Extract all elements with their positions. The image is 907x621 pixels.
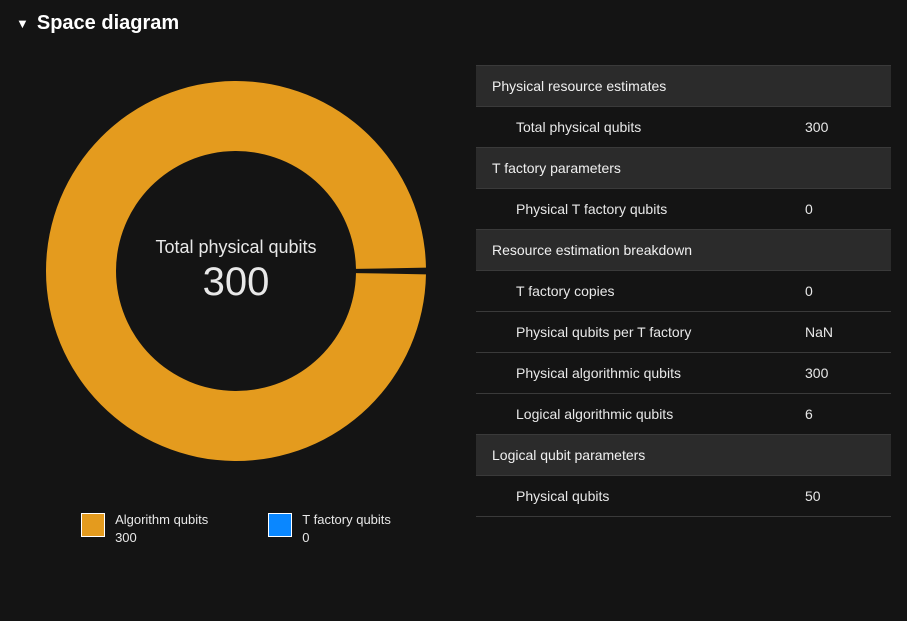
panel-section-header[interactable]: Logical qubit parameters <box>476 435 891 476</box>
collapse-caret-icon: ▼ <box>16 17 29 30</box>
legend-text: Algorithm qubits300 <box>115 511 208 546</box>
panel-row-label: T factory copies <box>516 283 805 299</box>
panel-row: Total physical qubits300 <box>476 107 891 148</box>
panel-section-header[interactable]: Resource estimation breakdown <box>476 230 891 271</box>
panel-row-label: Logical algorithmic qubits <box>516 406 805 422</box>
legend-swatch <box>81 513 105 537</box>
panel-row: Logical algorithmic qubits6 <box>476 394 891 435</box>
legend-value: 300 <box>115 529 208 547</box>
donut-svg <box>36 71 436 471</box>
chart-column: Total physical qubits 300 Algorithm qubi… <box>16 61 456 546</box>
panel-row-label: Physical T factory qubits <box>516 201 805 217</box>
panel-row-label: Physical algorithmic qubits <box>516 365 805 381</box>
panel-section-header[interactable]: T factory parameters <box>476 148 891 189</box>
legend-text: T factory qubits0 <box>302 511 391 546</box>
donut-slice <box>46 81 426 461</box>
chart-legend: Algorithm qubits300 T factory qubits0 <box>81 511 391 546</box>
legend-label: T factory qubits <box>302 511 391 529</box>
panel-row: Physical qubits50 <box>476 476 891 517</box>
panel-row-label: Total physical qubits <box>516 119 805 135</box>
panel-row: Physical qubits per T factoryNaN <box>476 312 891 353</box>
panel-row-value: 50 <box>805 488 875 504</box>
legend-item: Algorithm qubits300 <box>81 511 208 546</box>
legend-label: Algorithm qubits <box>115 511 208 529</box>
panel-row-value: 6 <box>805 406 875 422</box>
section-header[interactable]: ▼ Space diagram <box>0 0 907 41</box>
legend-swatch <box>268 513 292 537</box>
legend-item: T factory qubits0 <box>268 511 391 546</box>
panel-row-value: 0 <box>805 201 875 217</box>
panel-row: Physical algorithmic qubits300 <box>476 353 891 394</box>
panel-row-label: Physical qubits per T factory <box>516 324 805 340</box>
panel-row: T factory copies0 <box>476 271 891 312</box>
panel-row-value: NaN <box>805 324 875 340</box>
donut-chart: Total physical qubits 300 <box>36 71 436 471</box>
legend-value: 0 <box>302 529 391 547</box>
page-title: Space diagram <box>37 12 179 35</box>
panel-row-value: 0 <box>805 283 875 299</box>
panel-section-header[interactable]: Physical resource estimates <box>476 66 891 107</box>
panel-row-value: 300 <box>805 365 875 381</box>
content: Total physical qubits 300 Algorithm qubi… <box>0 41 907 556</box>
panel-row-label: Physical qubits <box>516 488 805 504</box>
panel-row: Physical T factory qubits0 <box>476 189 891 230</box>
panel-row-value: 300 <box>805 119 875 135</box>
details-column: Physical resource estimatesTotal physica… <box>456 61 891 546</box>
details-panel: Physical resource estimatesTotal physica… <box>476 65 891 517</box>
